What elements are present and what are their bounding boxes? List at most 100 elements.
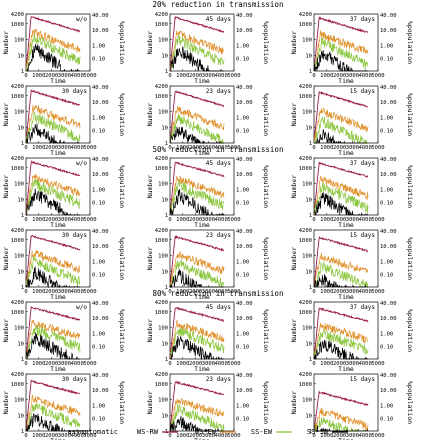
y2-tick-label: 0.10: [380, 128, 393, 134]
y2-tick-label: 40.00: [92, 13, 109, 19]
y-axis-label: Number: [290, 247, 298, 271]
x-tick-label: 5000: [227, 217, 240, 223]
x-tick-label: 0: [312, 361, 315, 367]
panel-frame: [25, 13, 91, 72]
y2-tick-label: 1.00: [380, 403, 393, 409]
x-axis-label: Time: [50, 293, 66, 301]
panel-frame: [25, 373, 91, 432]
series-line-ws-rw: [169, 16, 225, 69]
x-tick-label: 3000: [58, 289, 71, 295]
x-tick-label: 3000: [58, 361, 71, 367]
x-tick-label: 5000: [83, 289, 96, 295]
x-axis-label: Time: [194, 221, 210, 229]
y-tick-label: 1000: [155, 94, 168, 100]
y-tick-label: 4200: [155, 84, 168, 90]
y2-tick-label: 40.00: [92, 373, 109, 379]
y-tick-label: 1: [165, 69, 168, 75]
y-tick-label: 1000: [155, 238, 168, 244]
x-tick-label: 4000: [71, 217, 84, 223]
series-line-ss-ew: [313, 262, 369, 288]
y-axis-label: Number: [290, 391, 298, 415]
y2-axis-label: %population: [406, 21, 414, 64]
y-tick-label: 100: [158, 110, 168, 116]
y-tick-label: 4200: [155, 300, 168, 306]
y2-tick-label: 1.00: [380, 187, 393, 193]
x-tick-label: 1000: [320, 361, 333, 367]
y2-tick-label: 0.10: [236, 200, 249, 206]
x-tick-label: 0: [168, 361, 171, 367]
y-tick-label: 10: [17, 341, 24, 347]
x-tick-label: 4000: [215, 145, 228, 151]
y2-tick-label: 1.00: [236, 115, 249, 121]
y-tick-label: 10: [17, 125, 24, 131]
panel-frame: [313, 229, 379, 288]
y-tick-label: 1: [165, 357, 168, 363]
x-axis-label: Time: [50, 437, 66, 440]
y-tick-label: 10: [17, 197, 24, 203]
y-tick-label: 1000: [11, 310, 24, 316]
x-tick-label: 3000: [202, 217, 215, 223]
y-tick-label: 100: [302, 326, 312, 332]
y2-tick-label: 0.10: [380, 200, 393, 206]
x-tick-label: 2000: [45, 73, 58, 79]
x-tick-label: 2000: [189, 289, 202, 295]
x-tick-label: 1000: [176, 361, 189, 367]
y-tick-label: 1: [309, 285, 312, 291]
y-tick-label: 4200: [11, 372, 24, 378]
series-line-ss-sw: [170, 335, 225, 360]
x-tick-label: 0: [312, 145, 315, 151]
x-tick-label: 1000: [32, 433, 45, 439]
y-tick-label: 10: [161, 341, 168, 347]
section-title-1: 20% reduction in transmission: [153, 0, 284, 9]
x-tick-label: 1000: [176, 145, 189, 151]
x-tick-label: 3000: [346, 361, 359, 367]
y2-tick-label: 1.00: [380, 115, 393, 121]
y2-tick-label: 40.00: [92, 229, 109, 235]
y-tick-label: 10: [17, 53, 24, 59]
y2-tick-label: 0.10: [380, 344, 393, 350]
y-tick-label: 10: [17, 269, 24, 275]
series-line-ws-ew: [313, 107, 369, 143]
series-line-ws-ew: [25, 394, 81, 429]
series-line-ws-ew: [169, 398, 225, 429]
x-axis-label: Time: [50, 77, 66, 85]
y2-tick-label: 40.00: [236, 229, 253, 235]
series-line-ws-ew: [313, 322, 369, 356]
series-line-ws-ew: [313, 252, 369, 285]
series-line-ss-ew: [25, 403, 81, 432]
series-line-ss-ew: [169, 327, 225, 356]
y2-tick-label: 10.00: [380, 316, 397, 322]
series-line-ws-ew: [169, 250, 225, 286]
legend-label-ws-rw: WS-RW: [137, 428, 159, 436]
y-tick-label: 100: [302, 398, 312, 404]
y-tick-label: 1: [309, 141, 312, 147]
y-tick-label: 4200: [11, 228, 24, 234]
y2-axis-label: %population: [262, 309, 270, 352]
x-tick-label: 4000: [359, 145, 372, 151]
y-tick-label: 100: [302, 110, 312, 116]
y-tick-label: 1: [21, 69, 24, 75]
legend-label-ss-ew: SS-EW: [251, 428, 273, 436]
y-tick-label: 10: [161, 413, 168, 419]
y-tick-label: 1000: [299, 94, 312, 100]
legend-prefix: asymptomatic: [67, 428, 118, 436]
y-tick-label: 4200: [299, 228, 312, 234]
series-line-ws-rw: [169, 306, 225, 357]
y-tick-label: 100: [14, 38, 24, 44]
y2-tick-label: 10.00: [92, 172, 109, 178]
x-tick-label: 4000: [71, 433, 84, 439]
x-tick-label: 3000: [58, 433, 71, 439]
y-axis-label: Number: [290, 103, 298, 127]
series-line-ws-rw: [169, 380, 225, 429]
y2-tick-label: 40.00: [92, 157, 109, 163]
series-line-ws-ew: [25, 174, 81, 214]
x-tick-label: 3000: [202, 289, 215, 295]
y-tick-label: 10: [305, 341, 312, 347]
x-axis-label: Time: [194, 437, 210, 440]
x-axis-label: Time: [338, 437, 354, 440]
panel-frame: [169, 301, 235, 360]
panel-frame: [313, 301, 379, 360]
